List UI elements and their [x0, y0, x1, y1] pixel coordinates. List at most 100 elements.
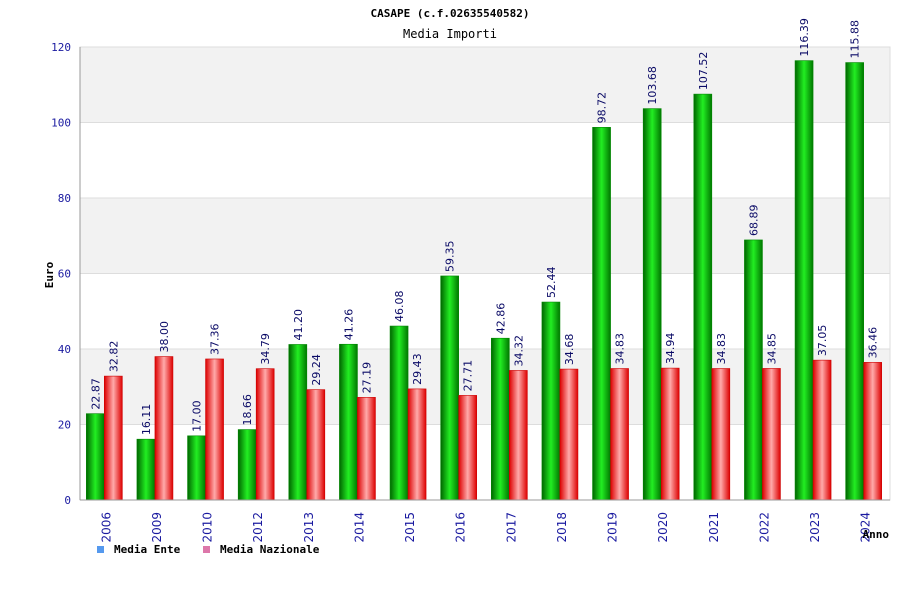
bar-media-nazionale-2010: [205, 358, 224, 501]
x-axis-label: Anno: [863, 528, 890, 541]
data-label: 116.39: [798, 18, 811, 57]
bar-media-ente-2014: [339, 343, 358, 501]
data-label: 98.72: [596, 92, 609, 124]
bar-media-ente-2024: [845, 62, 864, 501]
data-label: 46.08: [393, 291, 406, 323]
data-label: 34.83: [614, 333, 627, 365]
legend-swatch-media-ente: [97, 546, 104, 553]
grid-band: [80, 122, 890, 198]
bar-media-nazionale-2019: [610, 368, 629, 501]
legend-label-media-nazionale: Media Nazionale: [220, 543, 320, 556]
bar-media-ente-2006: [86, 413, 105, 501]
legend-swatch-media-nazionale: [203, 546, 210, 553]
bar-media-nazionale-2009: [154, 356, 174, 501]
y-axis-label: Euro: [43, 261, 56, 288]
x-tick-label: 2023: [808, 512, 822, 543]
y-tick-label: 80: [58, 192, 71, 205]
bar-media-ente-2022: [744, 239, 763, 501]
x-tick-label: 2019: [606, 512, 620, 543]
bar-media-nazionale-2013: [306, 389, 326, 501]
bar-media-nazionale-2018: [559, 368, 579, 501]
data-label: 42.86: [494, 303, 507, 335]
bar-media-nazionale-2023: [812, 359, 832, 501]
bar-media-ente-2015: [389, 325, 409, 501]
data-label: 29.43: [411, 353, 424, 385]
bar-media-nazionale-2017: [509, 370, 528, 501]
data-label: 34.94: [664, 333, 677, 365]
bar-media-nazionale-2012: [255, 368, 275, 501]
data-label: 37.36: [209, 323, 222, 355]
data-label: 34.85: [765, 333, 778, 365]
bar-media-ente-2021: [693, 93, 713, 501]
bar-media-ente-2009: [136, 438, 156, 501]
x-tick-label: 2021: [707, 512, 721, 543]
data-label: 32.82: [107, 341, 120, 373]
x-tick-label: 2006: [99, 512, 113, 543]
data-label: 103.68: [646, 66, 659, 105]
y-tick-label: 60: [58, 268, 71, 281]
y-tick-label: 0: [64, 494, 71, 507]
bar-media-nazionale-2021: [711, 368, 731, 501]
bar-media-nazionale-2006: [104, 375, 123, 501]
data-label: 16.11: [140, 404, 153, 436]
axes: 0 20 40 60 80 100 120 2006 2009 2010 2012 2013 2014 2…: [51, 41, 890, 543]
data-label: 17.00: [191, 400, 204, 432]
data-label: 41.20: [292, 309, 305, 341]
x-tick-label: 2022: [757, 512, 771, 543]
x-tick-label: 2017: [504, 512, 518, 543]
x-tick-label: 2024: [859, 512, 873, 543]
data-label: 52.44: [545, 267, 558, 299]
data-label: 29.24: [310, 354, 323, 386]
x-tick-label: 2010: [201, 512, 215, 543]
y-tick-label: 40: [58, 343, 71, 356]
data-label: 41.26: [342, 309, 355, 341]
data-label: 37.05: [816, 325, 829, 357]
bar-media-ente-2023: [794, 60, 814, 501]
data-label: 68.89: [747, 204, 760, 236]
data-label: 22.87: [89, 378, 102, 410]
bar-media-ente-2012: [237, 429, 257, 501]
data-label: 115.88: [849, 20, 862, 59]
grid-band: [80, 198, 890, 274]
bar-media-ente-2018: [541, 301, 561, 501]
y-tick-label: 100: [51, 117, 71, 130]
x-tick-label: 2020: [656, 512, 670, 543]
bar-media-nazionale-2020: [660, 367, 680, 501]
data-label: 36.46: [867, 327, 880, 359]
bar-media-ente-2013: [288, 344, 308, 501]
bar-media-nazionale-2022: [762, 368, 781, 501]
x-tick-label: 2018: [555, 512, 569, 543]
y-tick-label: 120: [51, 41, 71, 54]
bar-media-nazionale-2015: [407, 388, 427, 501]
grid-band: [80, 47, 890, 123]
bar-media-ente-2020: [642, 108, 662, 501]
bar-media-ente-2016: [440, 275, 459, 501]
data-label: 34.68: [563, 334, 576, 366]
data-label: 34.83: [715, 333, 728, 365]
x-tick-label: 2009: [150, 512, 164, 543]
data-label: 107.52: [697, 52, 710, 91]
data-label: 59.35: [444, 240, 457, 272]
x-tick-label: 2016: [454, 512, 468, 543]
bar-media-ente-2010: [187, 435, 206, 501]
data-label: 27.71: [462, 360, 475, 392]
x-tick-label: 2014: [352, 512, 366, 543]
legend-label-media-ente: Media Ente: [114, 543, 181, 556]
bar-media-ente-2017: [491, 337, 510, 501]
bar-media-nazionale-2016: [458, 395, 477, 501]
data-label: 34.32: [512, 335, 525, 367]
bar-media-ente-2019: [592, 127, 611, 501]
data-label: 38.00: [158, 321, 171, 353]
x-tick-label: 2013: [302, 512, 316, 543]
data-label: 18.66: [241, 394, 254, 426]
bars: 22.87 32.82 16.11 38.00 17.00 37.36 18.66 34.79…: [86, 18, 882, 501]
x-tick-label: 2012: [251, 512, 265, 543]
data-label: 34.79: [259, 333, 272, 365]
legend: Media Ente Media Nazionale: [97, 543, 320, 556]
chart-title: CASAPE (c.f.02635540582): [371, 7, 530, 20]
bar-media-nazionale-2024: [863, 362, 882, 501]
bar-media-nazionale-2014: [357, 397, 376, 501]
data-label: 27.19: [360, 362, 373, 394]
chart-subtitle: Media Importi: [403, 27, 497, 41]
